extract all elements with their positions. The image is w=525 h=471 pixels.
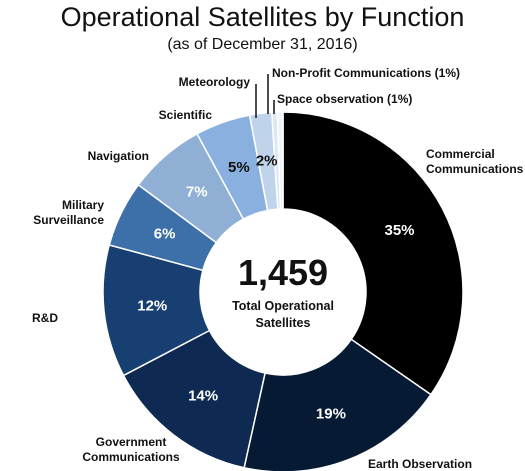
center-caption: Satellites: [256, 316, 311, 330]
center-total-value: 1,459: [238, 252, 328, 293]
category-label: Government Communications: [82, 435, 180, 464]
category-label: Non-Profit Communications (1%): [272, 66, 460, 80]
slice-value-label: 6%: [154, 226, 176, 243]
category-label: Navigation: [88, 149, 149, 163]
slice-value-label: 35%: [384, 222, 414, 239]
category-label: Commercial Communications: [426, 147, 524, 176]
category-label: R&D: [32, 311, 58, 325]
slice-value-label: 19%: [316, 405, 346, 422]
category-label: Meteorology: [179, 75, 251, 89]
slice-value-label: 7%: [186, 184, 208, 201]
slice-value-label: 2%: [256, 152, 278, 169]
category-label: Scientific: [159, 108, 213, 122]
category-label: Earth Observation: [368, 457, 472, 471]
category-label: Military Surveillance: [33, 198, 104, 227]
slice-value-label: 5%: [228, 159, 250, 176]
center-caption: Total Operational: [232, 299, 334, 313]
slice-value-label: 12%: [137, 297, 167, 314]
category-label: Space observation (1%): [277, 92, 412, 106]
slice-value-label: 14%: [188, 387, 218, 404]
